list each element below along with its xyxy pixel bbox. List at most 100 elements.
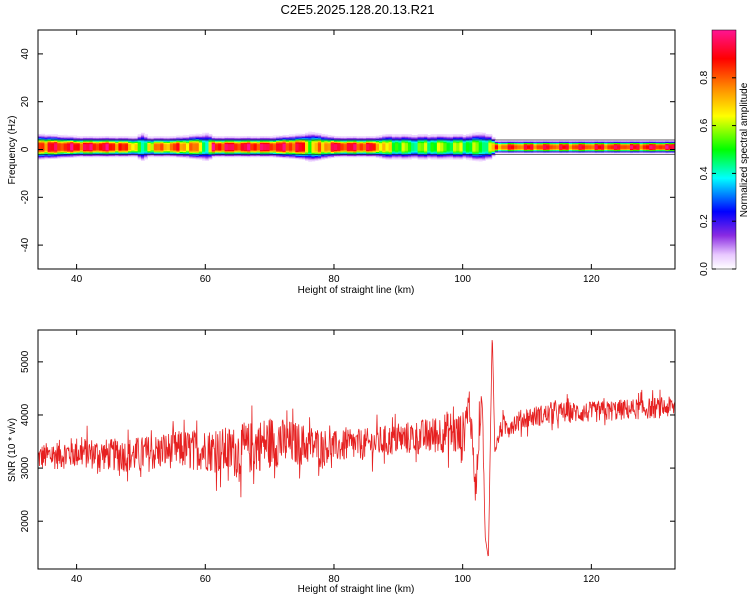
heatmap-cell <box>83 136 87 139</box>
heatmap-cell <box>359 139 364 142</box>
heatmap-cell <box>54 149 58 152</box>
heatmap-cell <box>478 157 483 160</box>
heatmap-cell <box>140 143 145 146</box>
heatmap-cell <box>588 147 592 149</box>
heatmap-cell <box>465 137 470 140</box>
heatmap-cell <box>427 142 432 145</box>
heatmap-cell <box>144 135 148 137</box>
heatmap-cell <box>655 148 660 151</box>
heatmap-cell <box>469 145 473 148</box>
heatmap-cell <box>649 141 654 143</box>
heatmap-cell <box>430 156 435 159</box>
heatmap-cell <box>507 143 512 146</box>
heatmap-cell <box>234 142 239 145</box>
heatmap-cell <box>179 140 184 143</box>
heatmap-cell <box>330 145 335 148</box>
heatmap-cell <box>498 139 502 142</box>
heatmap-cell <box>388 147 393 149</box>
heatmap-cell <box>208 141 213 143</box>
heatmap-cell <box>494 143 499 146</box>
heatmap-cell <box>395 133 399 136</box>
heatmap-cell <box>57 143 62 146</box>
heatmap-cell <box>63 137 68 139</box>
heatmap-cell <box>330 146 335 149</box>
heatmap-cell <box>134 150 139 153</box>
spectrogram-x-tick-label: 120 <box>583 274 600 285</box>
heatmap-cell <box>433 137 438 140</box>
heatmap-cell <box>494 151 499 154</box>
heatmap-cell <box>111 149 116 152</box>
heatmap-cell <box>157 136 161 139</box>
heatmap-cell <box>102 154 107 157</box>
heatmap-cell <box>185 148 190 151</box>
heatmap-cell <box>514 150 518 153</box>
heatmap-cell <box>498 149 502 152</box>
heatmap-cell <box>536 145 541 148</box>
heatmap-cell <box>388 154 393 157</box>
heatmap-cell <box>591 144 596 147</box>
heatmap-cell <box>353 149 358 152</box>
heatmap-cell <box>211 154 216 157</box>
heatmap-cell <box>488 156 493 159</box>
heatmap-cell <box>282 138 287 141</box>
heatmap-cell <box>671 144 675 147</box>
heatmap-cell <box>89 155 94 158</box>
heatmap-cell <box>218 137 222 140</box>
heatmap-cell <box>623 151 628 154</box>
heatmap-cell <box>620 148 625 151</box>
heatmap-cell <box>536 147 541 149</box>
heatmap-cell <box>443 137 448 140</box>
heatmap-cell <box>559 149 563 152</box>
heatmap-cell <box>202 133 206 136</box>
heatmap-cell <box>250 141 255 143</box>
heatmap-cell <box>137 142 142 145</box>
heatmap-cell <box>198 133 203 136</box>
heatmap-cell <box>105 155 110 158</box>
heatmap-cell <box>613 144 618 147</box>
heatmap-cell <box>57 137 62 140</box>
heatmap-cell <box>443 155 448 158</box>
heatmap-cell <box>99 143 103 146</box>
heatmap-cell <box>60 149 65 152</box>
heatmap-cell <box>578 149 583 152</box>
heatmap-cell <box>424 139 428 142</box>
heatmap-cell <box>472 157 477 160</box>
heatmap-cell <box>218 144 222 147</box>
heatmap-cell <box>420 139 425 142</box>
heatmap-cell <box>543 148 547 151</box>
heatmap-cell <box>588 149 592 152</box>
heatmap-cell <box>559 145 563 148</box>
heatmap-cell <box>385 149 390 152</box>
heatmap-cell <box>514 139 518 142</box>
heatmap-cell <box>111 136 116 139</box>
heatmap-cell <box>185 155 190 158</box>
heatmap-cell <box>247 137 251 140</box>
heatmap-cell <box>359 143 364 146</box>
heatmap-cell <box>128 151 132 154</box>
heatmap-cell <box>60 146 65 149</box>
heatmap-cell <box>565 151 570 154</box>
heatmap-cell <box>646 150 650 153</box>
heatmap-cell <box>459 142 464 145</box>
heatmap-cell <box>333 143 338 146</box>
heatmap-cell <box>604 144 609 147</box>
heatmap-cell <box>391 156 396 159</box>
heatmap-cell <box>282 156 287 159</box>
heatmap-cell <box>41 155 46 158</box>
heatmap-cell <box>266 142 271 145</box>
heatmap-cell <box>343 148 348 151</box>
heatmap-cell <box>324 142 329 145</box>
heatmap-cell <box>198 148 203 151</box>
heatmap-cell <box>179 145 184 148</box>
heatmap-cell <box>407 141 412 143</box>
heatmap-cell <box>86 144 91 147</box>
heatmap-cell <box>475 141 480 144</box>
heatmap-cell <box>404 147 409 149</box>
heatmap-cell <box>305 156 309 159</box>
heatmap-cell <box>202 139 206 142</box>
heatmap-cell <box>121 147 126 149</box>
heatmap-cell <box>584 147 589 149</box>
heatmap-cell <box>546 141 551 143</box>
heatmap-cell <box>256 155 261 158</box>
heatmap-cell <box>237 149 242 152</box>
